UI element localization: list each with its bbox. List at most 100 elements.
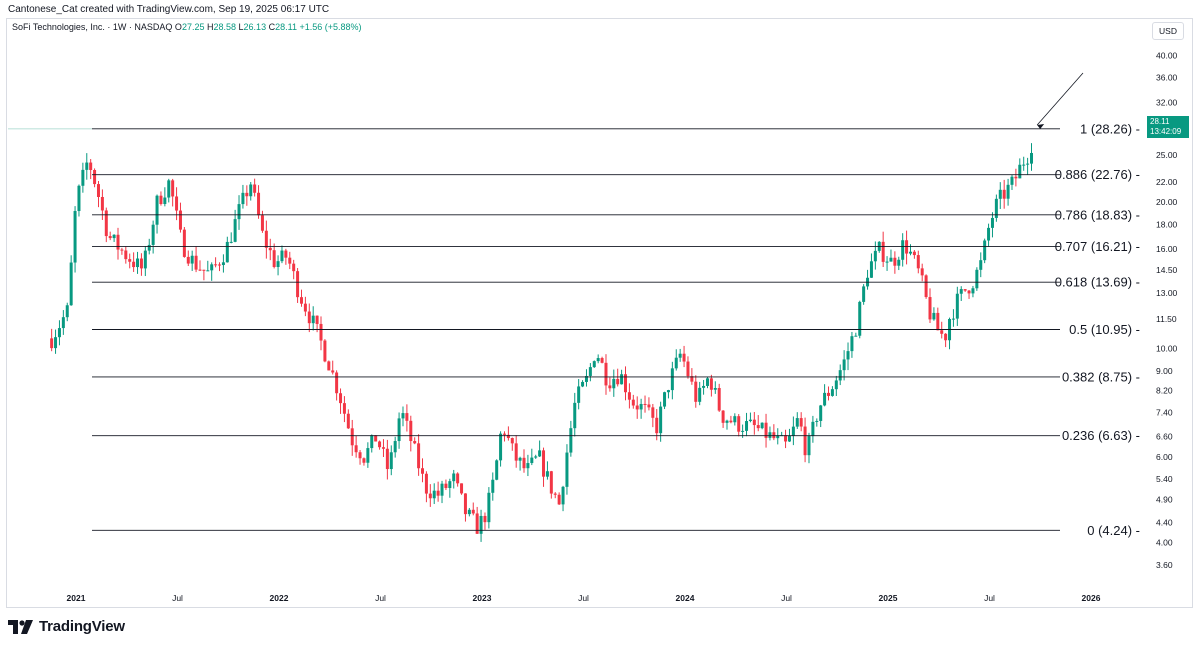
candle-body bbox=[772, 432, 776, 439]
candle-body bbox=[643, 403, 647, 405]
fib-level-label: 0.236 (6.63) - bbox=[1062, 428, 1140, 443]
y-axis-tick-label: 10.00 bbox=[1156, 344, 1178, 354]
candle-body bbox=[709, 378, 713, 390]
candle-body bbox=[588, 367, 592, 376]
candle-body bbox=[549, 471, 553, 494]
candle-body bbox=[229, 241, 233, 243]
candle-body bbox=[987, 227, 991, 241]
annotation-arrow[interactable] bbox=[1036, 72, 1084, 126]
x-axis-tick-label: Jul bbox=[578, 593, 589, 603]
candle-body bbox=[608, 385, 612, 389]
candle-body bbox=[581, 381, 585, 387]
candle-body bbox=[381, 447, 385, 449]
candle-body bbox=[460, 483, 464, 494]
candle-body bbox=[924, 275, 928, 298]
y-axis-tick-label: 36.00 bbox=[1156, 73, 1178, 83]
candle-body bbox=[807, 436, 811, 456]
candle-body bbox=[260, 215, 264, 231]
candle-body bbox=[272, 250, 276, 267]
candle-body bbox=[225, 241, 229, 263]
candle-body bbox=[584, 375, 588, 382]
y-axis-tick-label: 32.00 bbox=[1156, 98, 1178, 108]
candle-body bbox=[120, 249, 124, 251]
candle-body bbox=[885, 261, 889, 263]
candle-body bbox=[499, 433, 503, 461]
candle-body bbox=[971, 288, 975, 294]
candle-body bbox=[819, 405, 823, 421]
candle-body bbox=[104, 210, 108, 237]
candle-body bbox=[292, 263, 296, 272]
candle-body bbox=[916, 255, 920, 269]
candle-body bbox=[339, 393, 343, 404]
candle-body bbox=[303, 303, 307, 312]
y-axis-tick-label: 6.00 bbox=[1156, 452, 1173, 462]
tradingview-logo[interactable]: TradingView bbox=[8, 618, 125, 635]
candle-body bbox=[901, 240, 905, 260]
candle-body bbox=[764, 422, 768, 438]
candle-body bbox=[136, 258, 140, 268]
candle-body bbox=[737, 416, 741, 432]
candle-body bbox=[908, 251, 912, 254]
candle-body bbox=[471, 509, 475, 514]
tradingview-logo-icon bbox=[8, 619, 33, 634]
candle-body bbox=[834, 380, 838, 390]
candle-body bbox=[221, 262, 225, 266]
candle-body bbox=[932, 312, 936, 320]
candle-body bbox=[268, 247, 272, 251]
candle-body bbox=[448, 481, 452, 489]
candle-body bbox=[592, 361, 596, 368]
candle-body bbox=[69, 262, 73, 306]
candle-body bbox=[752, 419, 756, 426]
x-axis-tick-label: 2025 bbox=[879, 593, 898, 603]
candle-body bbox=[940, 330, 944, 334]
candle-body bbox=[350, 428, 354, 446]
candle-body bbox=[893, 257, 897, 266]
candle-body bbox=[65, 305, 69, 318]
last-price-tag: 28.11 13:42:09 bbox=[1147, 116, 1189, 138]
candle-body bbox=[284, 250, 288, 258]
y-axis-tick-label: 3.60 bbox=[1156, 560, 1173, 570]
candle-body bbox=[57, 328, 61, 338]
candle-body bbox=[280, 250, 284, 262]
candle-body bbox=[475, 513, 479, 534]
candle-body bbox=[81, 169, 85, 186]
y-axis-tick-label: 40.00 bbox=[1156, 50, 1178, 60]
y-axis-tick-label: 18.00 bbox=[1156, 219, 1178, 229]
x-axis-tick-label: Jul bbox=[984, 593, 995, 603]
symbol-name[interactable]: SoFi Technologies, Inc. · 1W · NASDAQ bbox=[12, 22, 173, 32]
candle-body bbox=[421, 468, 425, 474]
candle-body bbox=[299, 297, 303, 304]
candle-body bbox=[510, 438, 514, 444]
candle-body bbox=[1030, 152, 1034, 164]
candle-body bbox=[167, 180, 171, 198]
candle-body bbox=[346, 413, 350, 429]
candle-body bbox=[186, 256, 190, 264]
candle-body bbox=[538, 450, 542, 457]
candle-body bbox=[573, 402, 577, 429]
candle-body bbox=[873, 250, 877, 262]
candle-body bbox=[171, 180, 175, 197]
candle-body bbox=[705, 378, 709, 386]
candle-body bbox=[869, 261, 873, 278]
candle-body bbox=[787, 435, 791, 442]
candle-body bbox=[409, 420, 413, 442]
x-axis-tick-label: Jul bbox=[375, 593, 386, 603]
candle-body bbox=[393, 441, 397, 453]
candle-body bbox=[175, 196, 179, 211]
candle-body bbox=[178, 210, 182, 230]
y-axis-tick-label: 11.50 bbox=[1156, 314, 1177, 324]
candle-body bbox=[616, 378, 620, 385]
candle-body bbox=[96, 184, 100, 197]
candle-body bbox=[405, 413, 409, 421]
candle-body bbox=[998, 189, 1002, 199]
candle-body bbox=[495, 460, 499, 480]
currency-selector[interactable]: USD bbox=[1152, 22, 1184, 40]
y-axis-tick-label: 20.00 bbox=[1156, 197, 1178, 207]
candle-body bbox=[702, 385, 706, 388]
candle-body bbox=[983, 240, 987, 261]
candle-body bbox=[276, 261, 280, 267]
candle-body bbox=[830, 389, 834, 396]
candle-body bbox=[374, 435, 378, 442]
fib-level-label: 0.382 (8.75) - bbox=[1062, 369, 1140, 384]
